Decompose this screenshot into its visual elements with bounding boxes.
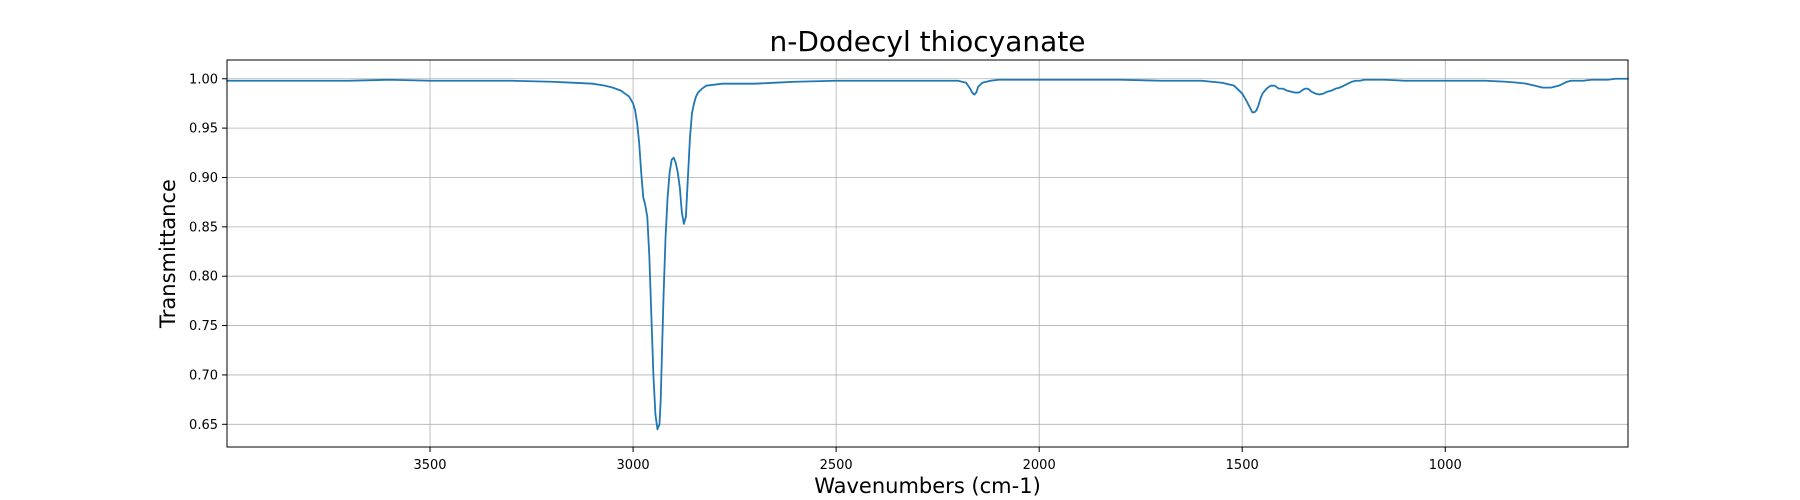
axis-ticks: 3500 3000 2500 2000 1500 1000 0.65 0.70 0.75 0.80… — [189, 72, 1462, 473]
x-tick-label: 1000 — [1429, 458, 1462, 473]
series-line-0 — [226, 77, 1629, 431]
y-axis-label: Transmittance — [156, 179, 180, 329]
y-tick-label: 0.70 — [189, 368, 218, 383]
y-tick-label: 0.80 — [189, 270, 218, 285]
chart-title: n-Dodecyl thiocyanate — [769, 25, 1085, 58]
y-tick-label: 1.00 — [189, 72, 218, 87]
y-tick-label: 0.95 — [189, 122, 218, 137]
x-tick-label: 2000 — [1023, 458, 1056, 473]
y-tick-label: 0.90 — [189, 171, 218, 186]
grid-lines — [227, 60, 1628, 447]
y-tick-label: 0.75 — [189, 319, 218, 334]
x-tick-label: 2500 — [820, 458, 853, 473]
plot-area — [226, 77, 1629, 431]
x-axis-label: Wavenumbers (cm-1) — [814, 474, 1041, 498]
x-tick-label: 3000 — [617, 458, 650, 473]
plot-frame — [226, 59, 1629, 448]
x-tick-label: 3500 — [413, 458, 446, 473]
x-tick-label: 1500 — [1226, 458, 1259, 473]
y-tick-label: 0.85 — [189, 220, 218, 235]
y-tick-label: 0.65 — [189, 418, 218, 433]
